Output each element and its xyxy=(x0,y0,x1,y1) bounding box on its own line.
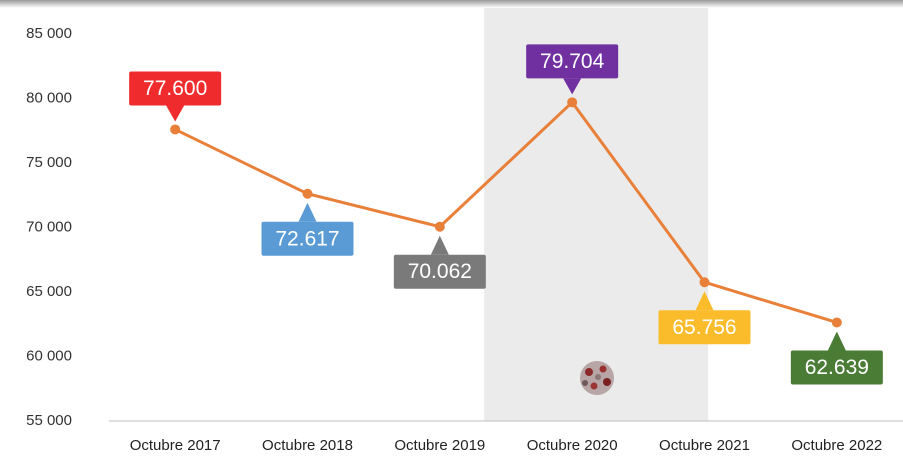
callout-pointer xyxy=(431,236,449,255)
callout-pointer xyxy=(166,105,184,121)
top-shadow xyxy=(0,0,903,8)
callout: 70.062 xyxy=(394,236,486,289)
x-tick-label: Octubre 2021 xyxy=(659,437,750,454)
x-tick-label: Octubre 2017 xyxy=(130,437,221,454)
callout: 62.639 xyxy=(791,331,883,384)
y-tick-label: 55 000 xyxy=(26,412,72,429)
y-tick-label: 85 000 xyxy=(26,25,72,42)
x-tick-label: Octubre 2020 xyxy=(527,437,618,454)
data-label: 70.062 xyxy=(408,260,472,283)
y-tick-label: 60 000 xyxy=(26,347,72,364)
data-label: 79.704 xyxy=(540,50,605,73)
chart: 55 000 60 000 65 000 70 000 75 000 80 000 85 0… xyxy=(0,0,903,460)
callout-pointer xyxy=(299,203,317,222)
x-tick-label: Octubre 2018 xyxy=(262,437,353,454)
data-point xyxy=(170,124,180,134)
data-point xyxy=(700,277,710,287)
x-tick-label: Octubre 2019 xyxy=(394,437,485,454)
data-label: 77.600 xyxy=(143,77,207,100)
x-tick-label: Octubre 2022 xyxy=(791,437,882,454)
virus-icon xyxy=(580,361,614,395)
data-point xyxy=(435,222,445,232)
y-tick-label: 80 000 xyxy=(26,89,72,106)
data-point xyxy=(567,97,577,107)
callout: 72.617 xyxy=(262,203,354,256)
y-tick-label: 75 000 xyxy=(26,154,72,171)
callout-pointer xyxy=(828,331,846,350)
data-point xyxy=(832,317,842,327)
callout: 77.600 xyxy=(129,71,221,121)
data-label: 65.756 xyxy=(672,316,736,339)
y-tick-label: 65 000 xyxy=(26,283,72,300)
data-label: 62.639 xyxy=(805,356,869,379)
data-label: 72.617 xyxy=(275,227,339,250)
data-point xyxy=(303,189,313,199)
y-tick-label: 70 000 xyxy=(26,218,72,235)
